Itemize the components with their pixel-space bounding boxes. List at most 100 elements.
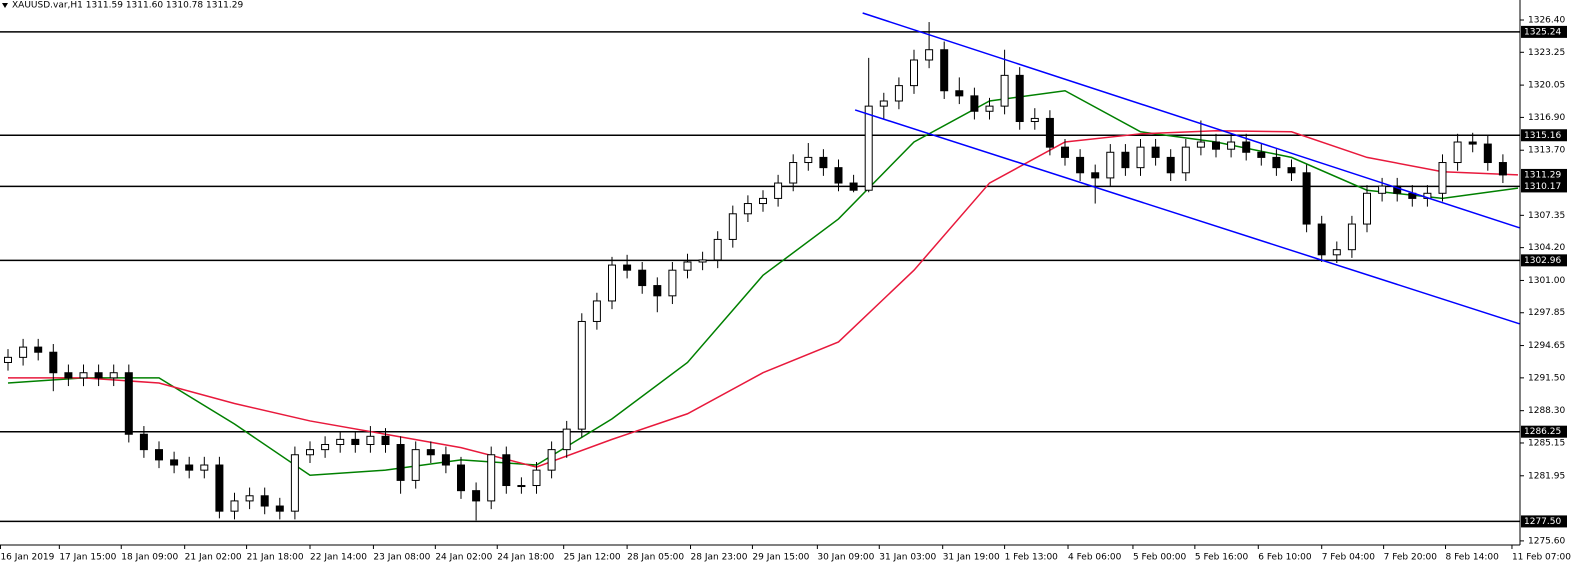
level-label: 1302.96	[1524, 256, 1561, 266]
x-tick-label: 28 Jan 05:00	[627, 553, 684, 563]
candle-body	[245, 495, 254, 502]
level-label: 1315.16	[1524, 131, 1561, 141]
x-tick-label: 6 Feb 10:00	[1258, 553, 1312, 563]
candle-body	[396, 444, 405, 481]
candle-body	[1091, 172, 1100, 179]
y-tick-label: 1323.25	[1528, 48, 1565, 58]
candle-body	[789, 162, 798, 184]
candle-body	[502, 454, 511, 487]
x-tick-label: 30 Jan 09:00	[817, 553, 874, 563]
y-tick-label: 1301.00	[1528, 276, 1565, 286]
candle-body	[1015, 74, 1024, 123]
y-tick-label: 1313.70	[1528, 146, 1565, 156]
candle-body	[321, 444, 330, 451]
candle-body	[1227, 141, 1236, 150]
candle-body	[562, 428, 571, 451]
candle-body	[1030, 117, 1039, 123]
candle-body	[547, 449, 556, 471]
candle-body	[215, 464, 224, 512]
candle-body	[940, 49, 949, 92]
x-tick-label: 29 Jan 15:00	[752, 553, 809, 563]
x-tick-label: 21 Jan 02:00	[185, 553, 242, 563]
x-tick-label: 16 Jan 2019	[0, 553, 54, 563]
candle-body	[879, 100, 888, 107]
y-tick-label: 1275.60	[1528, 536, 1565, 546]
x-tick-label: 5 Feb 16:00	[1195, 553, 1249, 563]
candle-body	[517, 485, 526, 488]
candle-body	[743, 203, 752, 215]
candle-body	[925, 49, 934, 61]
candle-body	[608, 264, 616, 302]
x-tick-label: 17 Jan 15:00	[59, 553, 116, 563]
level-label: 1286.25	[1524, 427, 1561, 437]
candle-body	[623, 264, 632, 271]
level-label-box	[1521, 25, 1567, 38]
x-tick-label: 31 Jan 03:00	[879, 553, 936, 563]
level-label-box	[1521, 254, 1567, 267]
candle-body	[366, 435, 375, 446]
x-tick-label: 5 Feb 00:00	[1133, 553, 1187, 563]
trend-line	[862, 12, 1520, 229]
candle-body	[1378, 185, 1387, 194]
y-tick-label: 1285.15	[1528, 438, 1565, 448]
last-price-label: 1311.29	[1524, 170, 1561, 180]
level-label-box	[1521, 515, 1567, 528]
candle-body	[185, 464, 194, 471]
candle-body	[955, 90, 964, 97]
candle-body	[834, 167, 843, 184]
x-tick-label: 7 Feb 20:00	[1384, 553, 1438, 563]
x-tick-label: 1 Feb 13:00	[1005, 553, 1059, 563]
candle-body	[336, 438, 345, 446]
candle-body	[290, 454, 299, 512]
candle-body	[1498, 162, 1507, 176]
last-price-box	[1521, 168, 1567, 181]
candle-body	[1000, 74, 1009, 107]
candle-body	[1302, 172, 1311, 225]
candle-body	[1061, 146, 1069, 158]
candle-body	[910, 59, 918, 87]
x-tick-label: 31 Jan 19:00	[943, 553, 1000, 563]
candle-body	[1438, 162, 1447, 194]
candle-body	[894, 85, 903, 102]
candle-body	[1317, 223, 1326, 256]
level-label: 1325.24	[1524, 27, 1561, 37]
level-label-box	[1521, 180, 1567, 193]
y-tick-label: 1304.20	[1528, 243, 1565, 253]
level-label: 1310.17	[1524, 182, 1561, 192]
candle-body	[668, 269, 677, 297]
level-label-box	[1521, 129, 1567, 142]
x-tick-label: 4 Feb 06:00	[1068, 553, 1122, 563]
menu-arrow[interactable]	[2, 3, 8, 8]
x-tick-label: 18 Jan 09:00	[121, 553, 178, 563]
y-tick-label: 1281.95	[1528, 471, 1565, 481]
candle-body	[139, 433, 148, 451]
candle-body	[774, 182, 783, 199]
candle-body	[19, 346, 28, 358]
candle-body	[200, 464, 209, 471]
y-tick-label: 1320.05	[1528, 81, 1565, 91]
candle-body	[759, 197, 767, 205]
x-tick-label: 24 Jan 02:00	[435, 553, 492, 563]
candle-body	[381, 435, 390, 446]
candle-body	[426, 449, 435, 456]
candle-body	[275, 505, 284, 512]
candle-body	[260, 495, 269, 507]
candle-body	[1287, 167, 1296, 174]
moving-average	[8, 129, 1519, 468]
x-tick-label: 23 Jan 08:00	[373, 553, 430, 563]
candle-body	[1106, 151, 1115, 179]
candle-body	[1045, 117, 1054, 148]
candle-body	[411, 449, 420, 481]
candle-body	[351, 438, 360, 446]
moving-average	[7, 89, 1519, 477]
candle-body	[230, 500, 239, 512]
y-tick-label: 1297.85	[1528, 308, 1565, 318]
y-tick-label: 1291.50	[1528, 373, 1565, 383]
candle-body	[1181, 146, 1190, 174]
candle-body	[155, 449, 163, 461]
candle-body	[1151, 146, 1160, 158]
candle-body	[577, 320, 586, 430]
candle-body	[49, 351, 58, 374]
level-label: 1277.50	[1524, 517, 1561, 527]
